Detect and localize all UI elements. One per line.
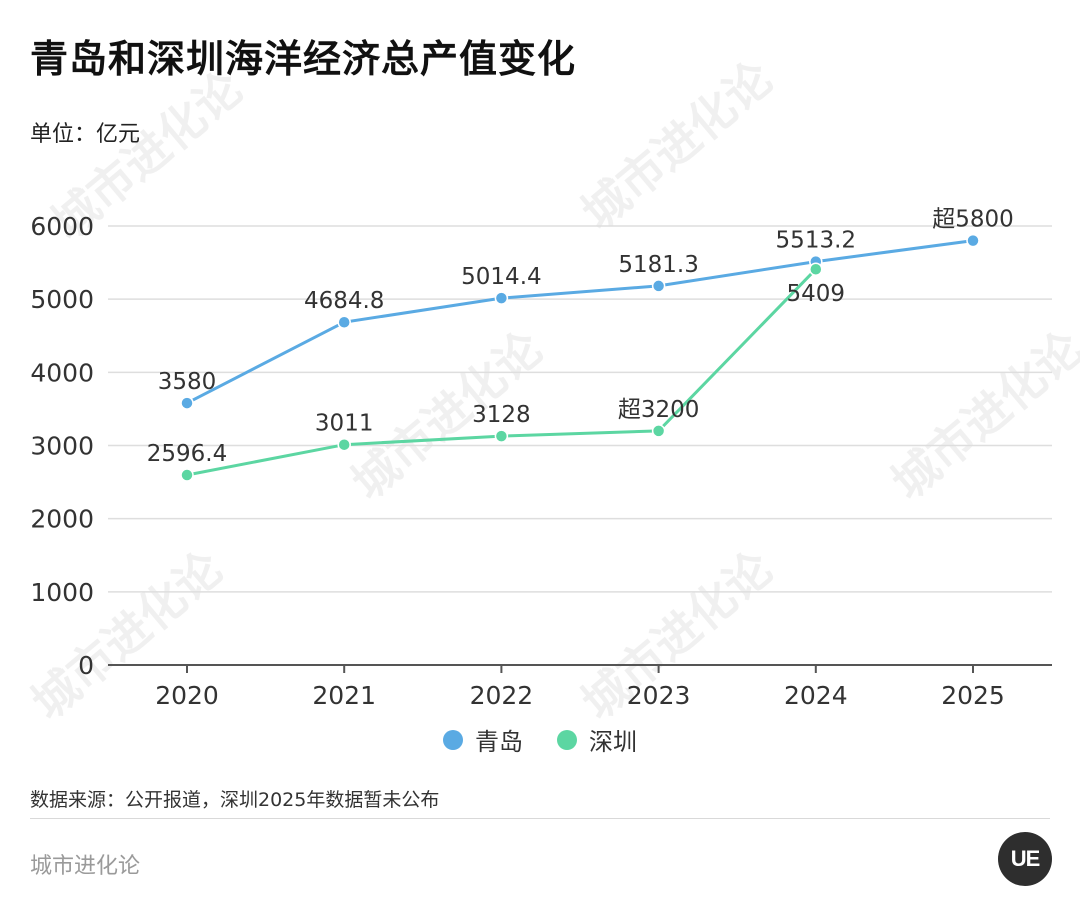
y-tick-label: 1000 <box>30 578 94 607</box>
logo-text: UE <box>1010 846 1041 871</box>
legend-swatch-shenzhen <box>557 729 577 750</box>
brand-logo: UE <box>998 832 1052 886</box>
data-label: 3580 <box>158 369 217 395</box>
x-tick-label: 2022 <box>470 681 534 710</box>
legend-item-shenzhen[interactable]: 深圳 <box>557 722 637 757</box>
legend-swatch-qingdao <box>443 729 463 750</box>
data-point <box>494 429 509 443</box>
data-point <box>494 291 509 305</box>
data-point <box>337 315 351 329</box>
data-label: 5513.2 <box>776 228 856 254</box>
y-tick-label: 5000 <box>30 285 94 314</box>
data-point <box>180 468 194 482</box>
data-point <box>651 424 666 438</box>
series-line-0 <box>186 239 974 405</box>
unit-label: 单位：亿元 <box>30 122 141 147</box>
data-point <box>809 262 823 276</box>
y-tick-label: 2000 <box>30 505 94 534</box>
data-label: 3128 <box>472 402 531 428</box>
data-label: 5409 <box>787 281 846 307</box>
legend-item-qingdao[interactable]: 青岛 <box>443 722 523 757</box>
x-tick-label: 2020 <box>155 681 219 710</box>
x-tick-label: 2021 <box>312 681 376 710</box>
data-label: 超3200 <box>618 397 700 423</box>
data-point <box>180 396 194 410</box>
data-point <box>337 437 351 452</box>
brand-name: 城市进化论 <box>30 854 141 879</box>
data-point <box>651 279 666 293</box>
data-label: 3011 <box>315 411 374 437</box>
y-tick-label: 3000 <box>30 432 94 461</box>
data-label: 5181.3 <box>618 252 698 278</box>
legend: 青岛 深圳 <box>0 722 1080 757</box>
x-tick-label: 2025 <box>941 681 1005 710</box>
data-label: 2596.4 <box>147 441 227 467</box>
data-label: 4684.8 <box>304 288 384 314</box>
legend-label-shenzhen: 深圳 <box>589 728 637 756</box>
x-tick-label: 2023 <box>627 681 691 710</box>
y-tick-label: 6000 <box>30 212 94 241</box>
y-tick-label: 0 <box>78 651 94 680</box>
x-tick-label: 2024 <box>784 681 848 710</box>
data-label: 5014.4 <box>461 264 541 290</box>
chart-title: 青岛和深圳海洋经济总产值变化 <box>30 37 577 81</box>
footer-divider <box>30 818 1050 819</box>
y-tick-label: 4000 <box>30 358 94 387</box>
data-source-note: 数据来源：公开报道，深圳2025年数据暂未公布 <box>30 789 440 811</box>
data-point <box>966 233 980 248</box>
data-label: 超5800 <box>932 207 1014 233</box>
legend-label-qingdao: 青岛 <box>475 728 523 756</box>
